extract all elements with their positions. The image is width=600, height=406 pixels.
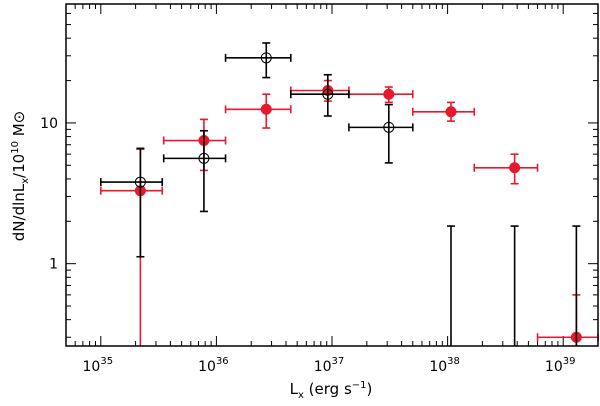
x-axis-title: Lx (erg s−1) [290, 380, 373, 401]
y-tick-label: 10 [40, 116, 58, 132]
data-point-open [260, 52, 272, 64]
data-point-open [134, 176, 146, 188]
data-series [99, 42, 599, 346]
data-point-filled [383, 88, 395, 100]
data-point-filled [260, 103, 272, 115]
data-point-open [198, 152, 210, 164]
series-black-open [99, 42, 581, 346]
axis-ticks [65, 3, 599, 346]
x-tick-label: 1037 [314, 356, 345, 375]
x-tick-label: 1035 [83, 356, 114, 375]
y-axis-title: dN/dlnLx/1010 M⊙ [10, 111, 31, 241]
data-point-filled [445, 106, 457, 118]
y-tick-label: 1 [49, 257, 58, 273]
x-tick-label: 1038 [429, 356, 460, 375]
data-point-filled [509, 162, 521, 174]
axis-labels: 1035 1036 1037 1038 1039 1 10 [40, 116, 575, 375]
series-red-filled [99, 79, 599, 346]
data-point-open [383, 121, 395, 133]
plot-frame [65, 3, 599, 347]
x-tick-label: 1036 [198, 356, 229, 375]
x-tick-label: 1039 [545, 356, 576, 375]
data-point-open [322, 88, 334, 100]
